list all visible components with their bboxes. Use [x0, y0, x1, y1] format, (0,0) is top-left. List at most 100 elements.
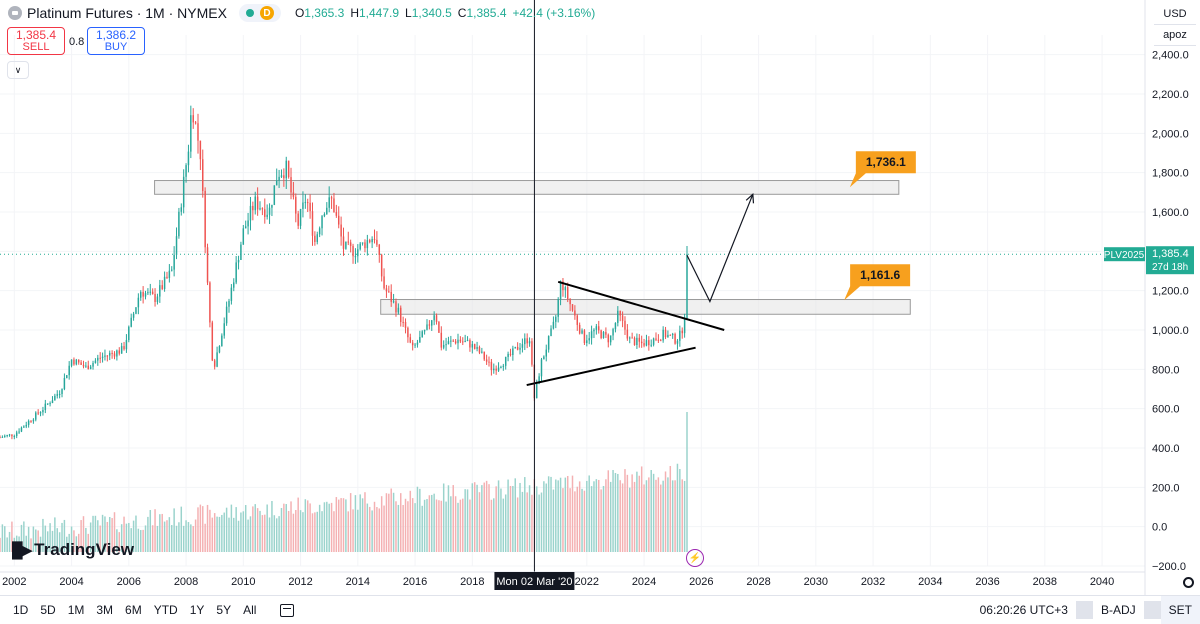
- tradingview-logo[interactable]: █▶ TradingView: [12, 540, 134, 560]
- sell-label: SELL: [22, 41, 50, 53]
- currency-selector[interactable]: USD: [1154, 4, 1196, 25]
- candle-body: [97, 357, 99, 361]
- volume-bar: [543, 481, 545, 552]
- adjustment-toggle[interactable]: B-ADJ: [1100, 603, 1136, 617]
- candle-body: [116, 350, 118, 357]
- candle-body: [373, 239, 376, 241]
- candle-body: [652, 338, 655, 345]
- candle-body: [614, 322, 617, 330]
- clock[interactable]: 06:20:26 UTC+3: [979, 603, 1068, 617]
- volume-bar: [376, 507, 378, 552]
- volume-bar: [395, 501, 397, 552]
- candle-body: [249, 205, 252, 221]
- volume-bar: [504, 494, 507, 552]
- candle-body: [540, 359, 543, 377]
- price-callout[interactable]: [844, 264, 911, 301]
- candle-body: [111, 352, 113, 354]
- candle-body: [409, 337, 412, 343]
- volume-bar: [366, 503, 369, 552]
- candle-body: [681, 330, 683, 334]
- volume-bar: [373, 501, 376, 552]
- volume-bar: [521, 491, 524, 552]
- lightning-event-icon[interactable]: ⚡: [686, 549, 704, 567]
- drawings-layer[interactable]: 1,736.1 1,161.6: [526, 0, 916, 572]
- timeframe-1m[interactable]: 1M: [67, 603, 85, 617]
- lower-trendline[interactable]: [526, 346, 696, 387]
- calendar-icon[interactable]: [280, 603, 295, 617]
- volume-bar: [578, 481, 581, 552]
- volume-bar: [68, 533, 70, 552]
- volume-bar: [123, 516, 125, 552]
- projection-path[interactable]: [686, 194, 754, 303]
- candle-body: [483, 351, 485, 360]
- candle-body: [521, 344, 524, 348]
- volume-bar: [125, 523, 128, 552]
- candle-body: [650, 344, 652, 346]
- candle-body: [154, 294, 156, 302]
- candle-body: [462, 341, 464, 343]
- volume-bar: [342, 498, 345, 552]
- volume-bar: [159, 514, 161, 552]
- price-tick-label: 1,800.0: [1152, 168, 1189, 180]
- collapse-legend-button[interactable]: ∨: [7, 61, 29, 79]
- projection-arrowhead[interactable]: [745, 193, 755, 204]
- status-pills[interactable]: D: [238, 4, 281, 22]
- candle-body: [140, 292, 142, 298]
- gear-icon[interactable]: [1183, 577, 1194, 588]
- volume-bar: [414, 503, 416, 552]
- session-toggle[interactable]: SET: [1160, 596, 1200, 624]
- volume-bar: [488, 484, 490, 552]
- timeframe-5d[interactable]: 5D: [40, 603, 56, 617]
- sell-button[interactable]: 1,385.4 SELL: [7, 27, 65, 55]
- candle-body: [459, 339, 462, 342]
- volume-bar: [70, 526, 73, 552]
- volume-bar: [512, 485, 514, 552]
- buy-button[interactable]: 1,386.2 BUY: [87, 27, 145, 55]
- price-callout[interactable]: [849, 151, 916, 188]
- candle-body: [543, 356, 545, 360]
- price-chart[interactable]: 1,736.1 1,161.6 2,400.0 2,200.0 2,000.0 1,80…: [0, 0, 1200, 595]
- candle-body: [371, 239, 373, 243]
- candle-body: [535, 383, 538, 399]
- volume-bar: [249, 516, 252, 552]
- candle-body: [156, 296, 159, 302]
- candle-body: [674, 333, 676, 344]
- candle-body: [566, 287, 569, 300]
- upper-trendline[interactable]: [557, 280, 725, 331]
- volume-bar: [333, 511, 335, 552]
- scale-mode-selector[interactable]: apoz: [1154, 25, 1196, 46]
- timeframe-all[interactable]: All: [243, 603, 257, 617]
- volume-layer: [0, 412, 688, 552]
- candle-body: [328, 197, 330, 208]
- timeframe-6m[interactable]: 6M: [125, 603, 142, 617]
- timeframe-ytd[interactable]: YTD: [153, 603, 178, 617]
- volume-bar: [390, 488, 392, 552]
- volume-bar: [392, 492, 395, 552]
- volume-bar: [600, 489, 602, 552]
- time-axis[interactable]: 2002 2004 2006 2008 2010 2012 2014 2016 2018 2022…: [0, 571, 1145, 590]
- candle-body: [526, 338, 528, 344]
- timeframe-1y[interactable]: 1Y: [189, 603, 205, 617]
- volume-bar: [180, 506, 183, 552]
- volume-bar: [328, 503, 330, 552]
- timeframe-3m[interactable]: 3M: [96, 603, 114, 617]
- candle-body: [504, 356, 507, 366]
- time-tick-label: 2034: [918, 576, 942, 588]
- timeframe-1d[interactable]: 1D: [13, 603, 29, 617]
- volume-bar: [254, 504, 256, 552]
- candle-body: [182, 176, 185, 208]
- volume-bar: [645, 480, 648, 552]
- volume-bar: [297, 497, 299, 552]
- volume-bar: [621, 483, 624, 552]
- candle-body: [357, 249, 359, 257]
- candle-body: [20, 427, 23, 432]
- price-axis[interactable]: 2,400.02,200.02,000.01,800.01,600.01,400…: [1104, 0, 1200, 595]
- candle-body: [125, 340, 128, 350]
- volume-bar: [58, 532, 61, 552]
- volume-bar: [445, 501, 447, 552]
- volume-bar: [433, 493, 435, 552]
- candle-body: [485, 359, 488, 362]
- timeframe-5y[interactable]: 5Y: [216, 603, 232, 617]
- volume-bar: [562, 488, 564, 552]
- symbol-title[interactable]: Platinum Futures · 1M · NYMEX: [27, 5, 227, 21]
